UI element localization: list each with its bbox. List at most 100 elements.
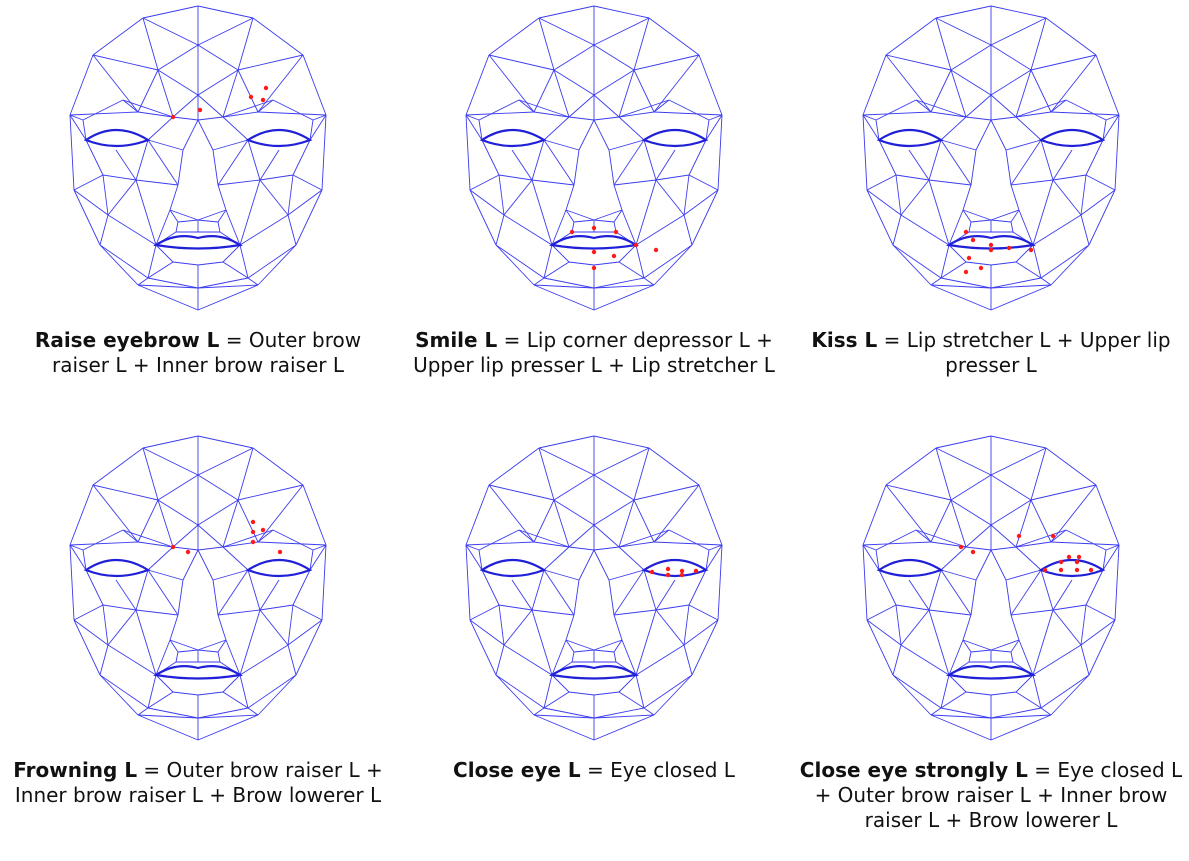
- caption-line: Kiss L = Lip stretcher L + Upper lip: [793, 328, 1189, 353]
- vertex-marker: [250, 519, 256, 525]
- left-eye-contour: [876, 559, 944, 578]
- lips-contour: [153, 665, 243, 680]
- lips-contour: [549, 235, 639, 250]
- expression-formula: + Outer brow raiser L + Inner brow: [814, 783, 1168, 807]
- vertex-marker: [591, 265, 597, 271]
- vertex-marker: [263, 85, 269, 91]
- expression-formula: raiser L + Inner brow raiser L: [51, 353, 344, 377]
- vertex-marker: [1074, 567, 1080, 573]
- caption-line: Close eye L = Eye closed L: [396, 758, 792, 783]
- lips-contour: [153, 235, 243, 250]
- vertex-marker: [1058, 567, 1064, 573]
- expression-formula: = Lip corner depressor L +: [497, 328, 773, 352]
- right-eye-contour: [641, 559, 709, 578]
- caption-kiss: Kiss L = Lip stretcher L + Upper lip pres…: [793, 328, 1189, 378]
- expression-formula: = Eye closed L: [580, 758, 735, 782]
- expression-name: Raise eyebrow L: [34, 328, 220, 352]
- vertex-marker: [1006, 245, 1012, 251]
- lips-contour: [549, 665, 639, 680]
- expression-name: Close eye strongly L: [799, 758, 1028, 782]
- vertex-marker: [611, 253, 617, 259]
- caption-line: Smile L = Lip corner depressor L +: [396, 328, 792, 353]
- vertex-marker: [978, 265, 984, 271]
- caption-raise-eyebrow: Raise eyebrow L = Outer brow raiser L + I…: [0, 328, 396, 378]
- expression-formula: = Lip stretcher L + Upper lip: [877, 328, 1171, 352]
- caption-line: Raise eyebrow L = Outer brow: [0, 328, 396, 353]
- vertex-marker: [1058, 559, 1064, 565]
- expression-formula: = Eye closed L: [1027, 758, 1183, 782]
- vertex-marker: [963, 269, 969, 275]
- vertex-marker: [649, 569, 655, 575]
- panel-raise-eyebrow: Raise eyebrow L = Outer brow raiser L + I…: [0, 0, 396, 430]
- right-eye-contour: [245, 559, 313, 578]
- caption-line: raiser L + Inner brow raiser L: [0, 353, 396, 378]
- vertex-marker: [1042, 567, 1048, 573]
- left-eye-contour: [83, 129, 151, 148]
- vertex-marker: [679, 572, 685, 578]
- face-mesh-raise-eyebrow: [69, 5, 327, 311]
- vertex-marker: [248, 94, 254, 100]
- vertex-marker: [988, 242, 994, 248]
- caption-line: raiser L + Brow lowerer L: [793, 808, 1189, 833]
- expression-name: Close eye L: [453, 758, 581, 782]
- caption-line: Frowning L = Outer brow raiser L +: [0, 758, 396, 783]
- caption-close-eye: Close eye L = Eye closed L: [396, 758, 792, 783]
- vertex-marker: [260, 527, 266, 533]
- vertex-marker: [988, 247, 994, 253]
- vertex-marker: [197, 107, 203, 113]
- caption-line: Upper lip presser L + Lip stretcher L: [396, 353, 792, 378]
- face-mesh-close-eye: [465, 435, 723, 741]
- vertex-marker: [1050, 533, 1056, 539]
- caption-frowning: Frowning L = Outer brow raiser L + Inner …: [0, 758, 396, 808]
- vertex-marker: [1016, 533, 1022, 539]
- vertex-marker: [1076, 554, 1082, 560]
- caption-line: Close eye strongly L = Eye closed L: [793, 758, 1189, 783]
- expression-formula: raiser L + Brow lowerer L: [864, 808, 1118, 832]
- caption-close-eye-strongly: Close eye strongly L = Eye closed L + Out…: [793, 758, 1189, 833]
- vertex-marker: [170, 544, 176, 550]
- expression-name: Frowning L: [13, 758, 138, 782]
- expression-formula: presser L: [945, 353, 1037, 377]
- expression-name: Smile L: [415, 328, 498, 352]
- vertex-marker: [250, 539, 256, 545]
- left-eye-contour: [479, 559, 547, 578]
- lips-contour: [946, 235, 1036, 250]
- face-mesh-kiss: [862, 5, 1120, 311]
- right-eye-contour: [1038, 559, 1106, 578]
- right-eye-contour: [245, 129, 313, 148]
- vertex-marker: [963, 229, 969, 235]
- caption-line: Inner brow raiser L + Brow lowerer L: [0, 783, 396, 808]
- vertex-marker: [693, 568, 699, 574]
- vertex-marker: [966, 255, 972, 261]
- vertex-marker: [679, 568, 685, 574]
- vertex-marker: [633, 242, 639, 248]
- caption-line: + Outer brow raiser L + Inner brow: [793, 783, 1189, 808]
- panel-smile: Smile L = Lip corner depressor L + Upper …: [396, 0, 792, 430]
- expression-formula: = Outer brow raiser L +: [137, 758, 383, 782]
- vertex-marker: [170, 114, 176, 120]
- vertex-marker: [665, 566, 671, 572]
- expression-formula: = Outer brow: [219, 328, 362, 352]
- vertex-marker: [277, 549, 283, 555]
- vertex-marker: [591, 225, 597, 231]
- right-eye-contour: [1038, 129, 1106, 148]
- vertex-marker: [970, 549, 976, 555]
- vertex-marker: [653, 247, 659, 253]
- vertex-marker: [665, 572, 671, 578]
- panel-close-eye-strongly: Close eye strongly L = Eye closed L + Out…: [793, 430, 1189, 860]
- lips-contour: [946, 665, 1036, 680]
- left-eye-contour: [876, 129, 944, 148]
- caption-smile: Smile L = Lip corner depressor L + Upper …: [396, 328, 792, 378]
- expression-name: Kiss L: [811, 328, 878, 352]
- expression-formula: Inner brow raiser L + Brow lowerer L: [14, 783, 382, 807]
- vertex-marker: [1028, 247, 1034, 253]
- caption-line: presser L: [793, 353, 1189, 378]
- vertex-marker: [569, 229, 575, 235]
- vertex-marker: [185, 549, 191, 555]
- vertex-marker: [1074, 559, 1080, 565]
- vertex-marker: [250, 529, 256, 535]
- left-eye-contour: [83, 559, 151, 578]
- panel-kiss: Kiss L = Lip stretcher L + Upper lip pres…: [793, 0, 1189, 430]
- right-eye-contour: [641, 129, 709, 148]
- vertex-marker: [613, 229, 619, 235]
